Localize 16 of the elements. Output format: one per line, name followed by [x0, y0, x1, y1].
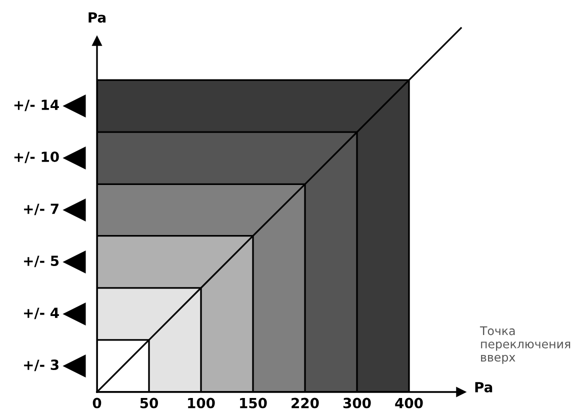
text: +/- 3: [24, 360, 58, 372]
y-axis-title: Pa: [88, 12, 106, 23]
text: +/- 5: [24, 256, 59, 268]
x-axis-title: Pa: [475, 382, 492, 392]
text: +/- 10: [14, 152, 59, 164]
text: +/- 14: [14, 100, 59, 112]
x-tick-label: 220: [292, 398, 319, 408]
x-tick-label: 300: [343, 398, 371, 408]
x-tick-label: 150: [240, 398, 267, 408]
x-tick-label: 100: [188, 398, 215, 408]
text: Точка переключения вверх: [480, 326, 570, 364]
text: +/- 4: [24, 308, 59, 320]
x-tick-label: 400: [395, 398, 423, 408]
x-tick-label: 0: [92, 398, 102, 408]
text: +/- 7: [24, 204, 58, 216]
x-tick-label: 50: [140, 398, 158, 408]
